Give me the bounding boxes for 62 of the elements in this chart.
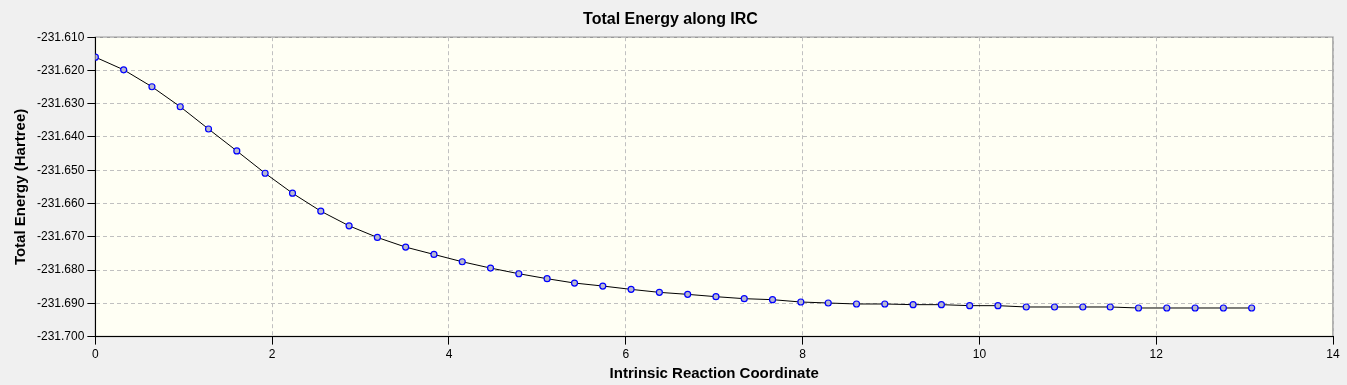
x-tick-label: 12 [1149,347,1164,362]
point [937,301,945,309]
point [317,207,325,215]
x-axis-title: Intrinsic Reaction Coordinate [609,364,819,382]
point [148,83,156,91]
point [1106,303,1114,311]
point [797,298,805,306]
point [1248,304,1256,312]
point [852,300,861,308]
point [824,299,832,307]
point [486,264,495,272]
point [909,301,917,309]
x-tick-label: 4 [445,347,453,362]
point [543,275,551,283]
point [120,66,128,74]
x-tick-label: 8 [799,347,807,362]
point [712,293,720,301]
point [1191,304,1199,312]
point [373,233,381,242]
x-tick-label: 2 [268,347,276,362]
point [1163,304,1171,312]
point [627,285,635,293]
point [966,302,974,310]
x-tick-label: 6 [622,347,630,362]
point [261,169,269,177]
x-tick-label: 10 [972,347,987,362]
point [288,189,297,197]
point [515,270,523,278]
point [1079,303,1087,311]
y-tick-label: -231.620 [37,62,85,77]
point [768,296,777,304]
point [881,300,889,308]
y-axis-title: Total Energy (Hartree) [11,108,29,266]
point [740,295,748,303]
point [1050,303,1059,311]
y-tick-label: -231.680 [37,262,85,277]
y-tick-label: -231.640 [37,129,85,144]
y-tick-label: -231.650 [37,162,85,177]
x-tick-label: 0 [92,347,100,362]
y-tick-label: -231.700 [37,328,85,343]
point [458,258,466,266]
y-tick-label: -231.670 [37,229,85,244]
y-tick-label: -231.630 [37,96,85,111]
point [1219,304,1227,312]
point [345,222,353,230]
point [570,279,579,287]
point [233,147,241,155]
point [430,250,438,259]
point [655,288,663,296]
point [994,302,1002,310]
point [599,282,607,290]
y-tick-label: -231.660 [37,195,85,210]
point [1134,304,1143,312]
y-tick-label: -231.690 [37,295,85,310]
point [204,125,213,133]
point [402,243,410,251]
chart-title: Total Energy along IRC [583,10,759,28]
point [684,290,692,298]
point [176,103,184,111]
y-tick-label: -231.610 [37,29,85,44]
x-tick-label: 14 [1326,347,1340,362]
point [1022,303,1030,311]
